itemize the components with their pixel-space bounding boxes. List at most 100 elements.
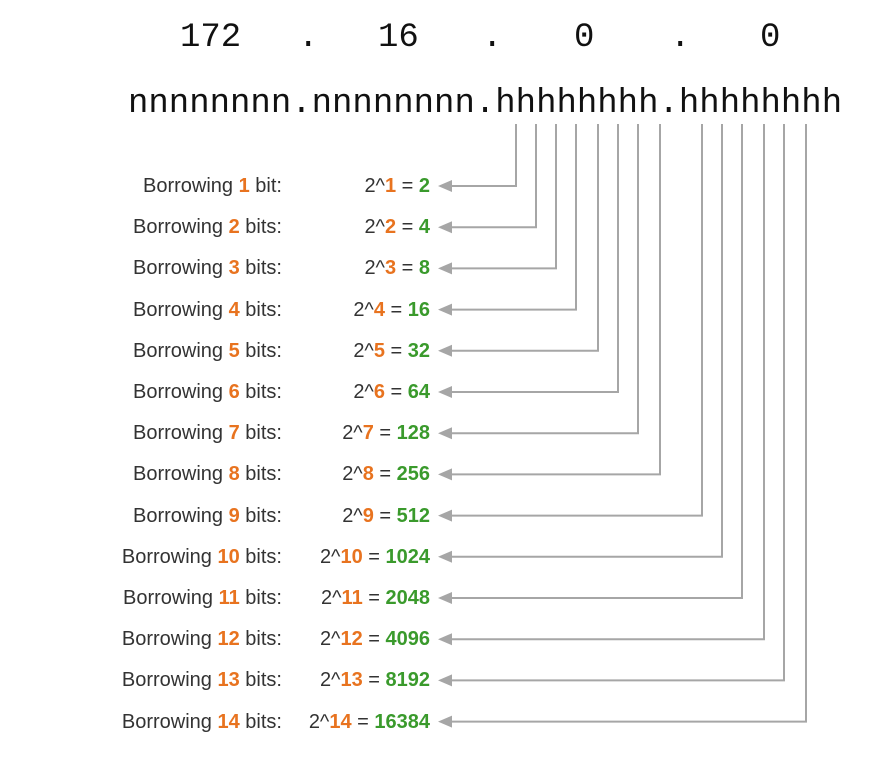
- borrowing-label: Borrowing 4 bits:: [133, 295, 282, 325]
- borrowing-unit: bits:: [239, 463, 282, 486]
- formula-base: 2^: [364, 175, 385, 197]
- arrow-head-icon: [438, 633, 452, 646]
- formula-result: 1024: [385, 545, 431, 568]
- arrow-head-icon: [438, 180, 452, 192]
- borrowing-unit: bits:: [239, 257, 282, 280]
- borrowing-label: Borrowing 11 bits:: [123, 583, 282, 613]
- arrow-head-icon: [438, 262, 452, 275]
- arrow-head-icon: [438, 344, 452, 357]
- formula-exp: 14: [329, 710, 352, 733]
- formula-eq: =: [373, 422, 397, 445]
- borrowing-prefix: Borrowing: [133, 381, 229, 403]
- borrowing-prefix: Borrowing: [133, 504, 229, 527]
- borrowing-unit: bits:: [239, 422, 282, 445]
- borrowing-prefix: Borrowing: [121, 669, 218, 692]
- formula-eq: =: [373, 463, 397, 486]
- connector-line: [448, 124, 619, 393]
- octet-2: 16: [378, 19, 419, 57]
- borrowing-prefix: Borrowing: [121, 710, 218, 733]
- power-formula: 2^7 = 128: [342, 418, 430, 448]
- formula-base: 2^: [321, 587, 342, 609]
- borrowing-n: 8: [228, 463, 240, 486]
- formula-base: 2^: [342, 463, 363, 486]
- formula-base: 2^: [364, 216, 385, 239]
- borrowing-prefix: Borrowing: [133, 422, 229, 445]
- borrowing-prefix: Borrowing: [143, 175, 239, 197]
- connector-line: [448, 124, 765, 641]
- borrowing-row: Borrowing 1 bit: 2^1 = 2: [0, 171, 440, 201]
- borrowing-n: 10: [217, 545, 240, 568]
- formula-exp: 3: [384, 257, 397, 280]
- connector-line: [448, 124, 785, 682]
- borrowing-n: 14: [217, 710, 240, 733]
- borrowing-unit: bits:: [239, 298, 282, 321]
- connector-line: [448, 124, 599, 352]
- connector-line: [448, 124, 577, 311]
- formula-exp: 8: [362, 463, 374, 486]
- octet-3: 0: [574, 19, 595, 57]
- borrowing-prefix: Borrowing: [133, 257, 229, 280]
- formula-base: 2^: [342, 422, 363, 445]
- arrow-head-icon: [438, 427, 452, 440]
- borrowing-prefix: Borrowing: [121, 545, 218, 568]
- power-formula: 2^13 = 8192: [320, 665, 430, 695]
- borrowing-n: 7: [228, 422, 240, 445]
- formula-eq: =: [362, 628, 386, 651]
- formula-eq: =: [384, 298, 408, 321]
- dot-2: .: [482, 19, 503, 57]
- connector-line: [448, 124, 661, 476]
- formula-result: 2048: [385, 587, 431, 609]
- formula-eq: =: [384, 381, 408, 403]
- formula-eq: =: [396, 175, 419, 197]
- power-formula: 2^4 = 16: [353, 295, 430, 325]
- formula-exp: 5: [373, 339, 385, 362]
- borrowing-prefix: Borrowing: [133, 298, 229, 321]
- borrowing-unit: bits:: [239, 545, 282, 568]
- connector-line: [448, 124, 537, 229]
- borrowing-label: Borrowing 13 bits:: [122, 665, 282, 695]
- dot-3: .: [670, 19, 691, 57]
- formula-result: 32: [407, 339, 430, 362]
- connector-line: [448, 124, 723, 558]
- formula-exp: 6: [373, 381, 385, 403]
- borrowing-label: Borrowing 12 bits:: [122, 624, 282, 654]
- connector-line: [448, 124, 557, 270]
- connector-line: [448, 124, 639, 435]
- borrowing-unit: bits:: [239, 381, 282, 403]
- formula-base: 2^: [319, 545, 341, 568]
- formula-result: 16384: [374, 710, 430, 733]
- connector-line: [448, 124, 703, 517]
- power-formula: 2^11 = 2048: [321, 583, 430, 613]
- borrowing-row: Borrowing 10 bits: 2^10 = 1024: [0, 542, 440, 572]
- connector-line: [448, 124, 517, 187]
- formula-base: 2^: [353, 339, 374, 362]
- borrowing-label: Borrowing 2 bits:: [133, 212, 282, 242]
- borrowing-unit: bits:: [239, 339, 282, 362]
- power-formula: 2^10 = 1024: [320, 542, 430, 572]
- borrowing-prefix: Borrowing: [121, 628, 218, 651]
- formula-result: 256: [396, 463, 430, 486]
- arrow-head-icon: [438, 674, 452, 687]
- formula-result: 64: [407, 381, 430, 403]
- formula-exp: 13: [340, 669, 363, 692]
- formula-base: 2^: [319, 669, 341, 692]
- borrowing-unit: bits:: [239, 216, 282, 239]
- borrowing-row: Borrowing 5 bits: 2^5 = 32: [0, 336, 440, 366]
- connector-line: [448, 124, 807, 723]
- borrowing-n: 6: [228, 381, 240, 403]
- formula-eq: =: [373, 504, 397, 527]
- power-formula: 2^8 = 256: [342, 459, 430, 489]
- borrowing-unit: bits:: [239, 504, 282, 527]
- borrowing-label: Borrowing 8 bits:: [133, 459, 282, 489]
- arrow-head-icon: [438, 303, 452, 316]
- borrowing-unit: bits:: [239, 587, 282, 609]
- borrowing-n: 5: [228, 339, 240, 362]
- formula-result: 2: [418, 175, 430, 197]
- formula-result: 4: [418, 216, 430, 239]
- formula-eq: =: [362, 545, 386, 568]
- borrowing-row: Borrowing 14 bits: 2^14 = 16384: [0, 707, 440, 737]
- formula-base: 2^: [364, 257, 385, 280]
- formula-base: 2^: [342, 504, 363, 527]
- borrowing-n: 9: [228, 504, 240, 527]
- borrowing-row: Borrowing 12 bits: 2^12 = 4096: [0, 624, 440, 654]
